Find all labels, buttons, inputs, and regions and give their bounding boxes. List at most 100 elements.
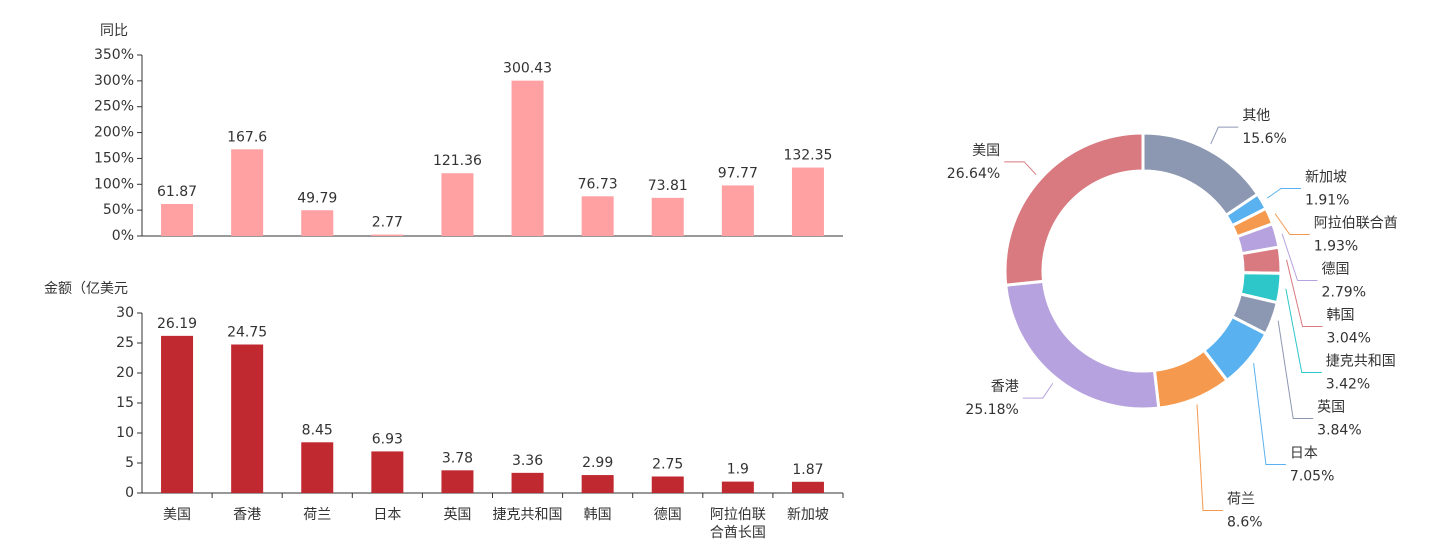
- y-tick-label: 10: [116, 425, 134, 441]
- slice-name: 阿拉伯联合酋: [1314, 215, 1398, 232]
- leader-line: [1022, 382, 1054, 399]
- value-label: 6.93: [372, 431, 403, 447]
- leader-line: [1286, 259, 1323, 328]
- value-label: 300.43: [503, 61, 552, 77]
- bar: [581, 475, 614, 493]
- value-label: 121.36: [433, 153, 482, 169]
- value-label: 24.75: [227, 325, 267, 341]
- value-label: 1.9: [727, 462, 749, 478]
- y-tick-label: 25: [116, 335, 134, 351]
- x-tick-label: 德国: [654, 507, 682, 523]
- slice-value: 7.05%: [1290, 469, 1334, 485]
- leader-line: [1266, 188, 1301, 199]
- value-label: 26.19: [157, 316, 197, 332]
- x-tick-label: 捷克共和国: [493, 507, 563, 523]
- bar: [231, 149, 264, 236]
- bar: [511, 80, 544, 237]
- x-tick-label: 荷兰: [303, 507, 331, 523]
- x-tick-label: 香港: [233, 507, 261, 523]
- bar: [651, 197, 684, 236]
- value-label: 73.81: [648, 178, 688, 194]
- bar: [651, 476, 684, 493]
- y-axis-label: 同比: [100, 23, 128, 39]
- value-label: 97.77: [718, 165, 758, 181]
- y-tick-label: 20: [116, 365, 134, 381]
- y-tick-label: 30: [116, 305, 134, 321]
- value-label: 3.78: [442, 450, 473, 466]
- bar: [441, 173, 474, 236]
- leader-line: [1253, 363, 1286, 466]
- leader-line: [1277, 320, 1314, 420]
- slice-value: 8.6%: [1227, 515, 1263, 531]
- bar: [231, 344, 264, 493]
- value-label: 49.79: [297, 190, 337, 206]
- value-label: 76.73: [578, 176, 618, 192]
- slice-value: 25.18%: [965, 402, 1018, 418]
- slice-name: 其他: [1242, 108, 1270, 124]
- slice-name: 新加坡: [1305, 170, 1347, 186]
- slice-value: 1.91%: [1305, 193, 1349, 209]
- bar: [791, 481, 824, 493]
- slice-value: 3.42%: [1326, 377, 1370, 393]
- slice-name: 捷克共和国: [1326, 354, 1396, 370]
- bar: [581, 196, 614, 236]
- y-tick-label: 0%: [112, 228, 134, 244]
- bar: [161, 204, 194, 236]
- slice-name: 德国: [1322, 262, 1350, 278]
- value-label: 167.6: [227, 129, 267, 145]
- bar: [371, 234, 404, 236]
- x-tick-label: 英国: [443, 506, 471, 523]
- slice-value: 15.6%: [1242, 131, 1286, 147]
- bar: [161, 335, 194, 493]
- value-label: 2.77: [372, 215, 403, 231]
- slice-name: 美国: [972, 143, 1000, 159]
- bar: [791, 167, 824, 236]
- value-label: 132.35: [783, 148, 832, 164]
- value-label: 8.45: [302, 422, 333, 438]
- slice-value: 2.79%: [1322, 285, 1366, 301]
- slice-name: 韩国: [1327, 308, 1355, 324]
- bar: [301, 210, 334, 236]
- leader-line: [1004, 161, 1037, 175]
- value-label: 2.75: [652, 457, 683, 473]
- y-tick-label: 100%: [94, 176, 134, 192]
- y-axis-label: 金额（亿美元: [44, 281, 128, 297]
- y-tick-label: 350%: [94, 47, 134, 63]
- slice-value: 3.04%: [1327, 331, 1371, 347]
- donut-slice: [1141, 131, 1260, 218]
- bar: [371, 451, 404, 493]
- slice-value: 26.64%: [947, 166, 1000, 182]
- y-tick-label: 50%: [103, 202, 134, 218]
- y-tick-label: 150%: [94, 150, 134, 166]
- x-tick-label: 美国: [163, 507, 191, 523]
- bar: [511, 472, 544, 493]
- slice-value: 1.93%: [1314, 239, 1358, 255]
- value-label: 2.99: [582, 455, 613, 471]
- y-tick-label: 300%: [94, 73, 134, 89]
- leader-line: [1210, 126, 1239, 145]
- value-label: 61.87: [157, 184, 197, 200]
- y-tick-label: 200%: [94, 125, 134, 141]
- slice-name: 英国: [1317, 399, 1345, 416]
- x-tick-label: 阿拉伯联合酋长国: [710, 507, 766, 541]
- bar: [301, 442, 334, 493]
- slice-value: 3.84%: [1317, 423, 1361, 439]
- x-tick-label: 日本: [373, 507, 401, 523]
- x-tick-label: 新加坡: [787, 507, 829, 523]
- leader-line: [1285, 288, 1322, 374]
- value-label: 1.87: [792, 462, 823, 478]
- x-tick-label: 韩国: [584, 507, 612, 523]
- donut-slice: [1004, 279, 1161, 411]
- y-tick-label: 15: [116, 395, 134, 411]
- y-tick-label: 0: [125, 485, 134, 501]
- leader-line: [1274, 213, 1310, 236]
- slice-name: 香港: [991, 379, 1019, 395]
- bar: [721, 185, 754, 236]
- slice-name: 日本: [1290, 446, 1318, 462]
- bar: [441, 470, 474, 493]
- y-tick-label: 250%: [94, 99, 134, 115]
- value-label: 3.36: [512, 453, 543, 469]
- leader-line: [1196, 404, 1224, 512]
